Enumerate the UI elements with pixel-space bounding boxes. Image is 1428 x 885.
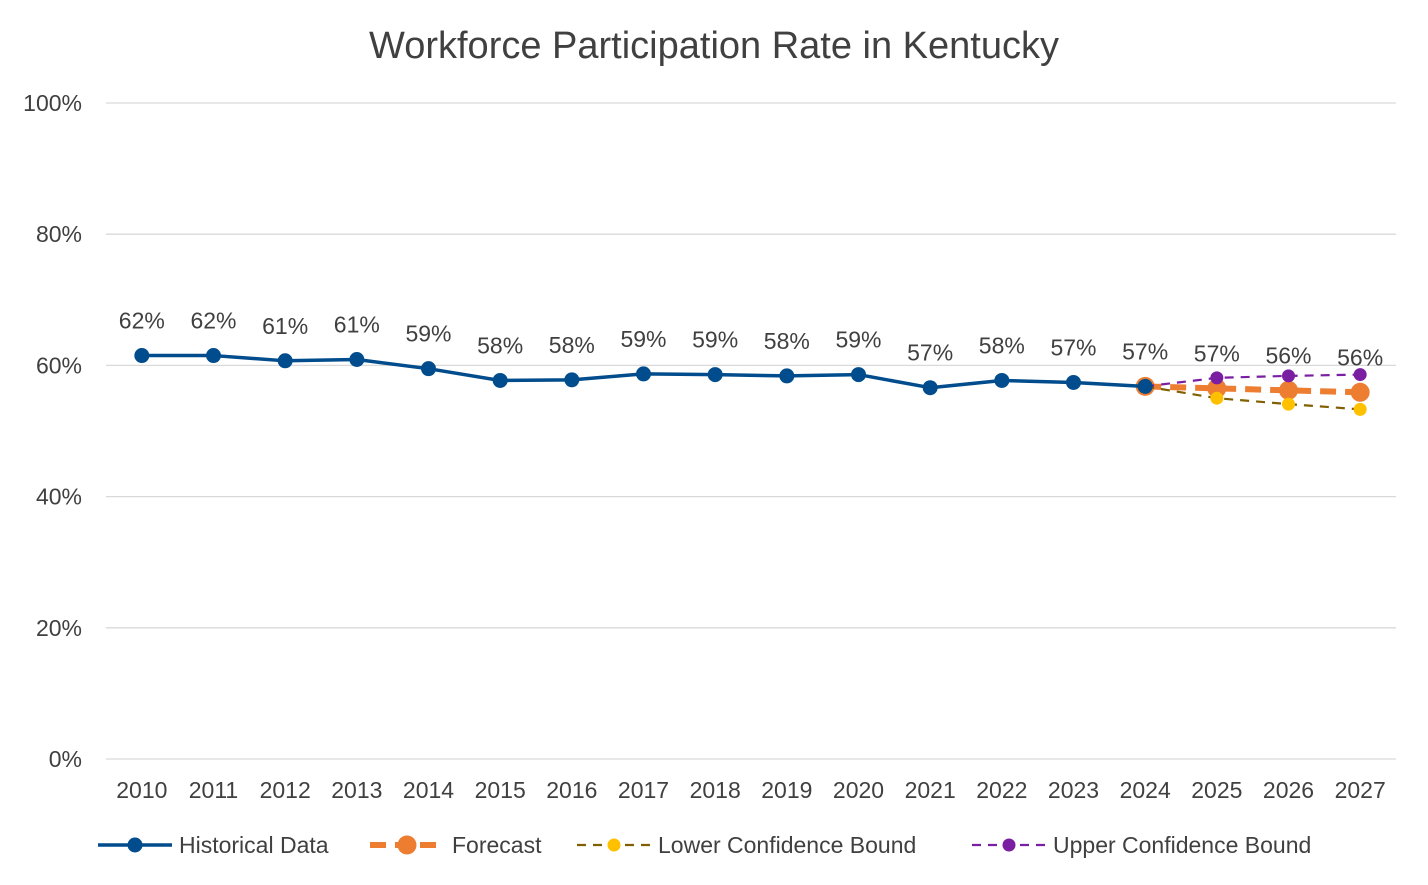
series-upper-confidence-bound — [1138, 368, 1367, 393]
x-tick-label: 2023 — [1048, 777, 1099, 803]
legend-marker — [1002, 838, 1016, 852]
data-label: 57% — [1194, 340, 1240, 366]
legend-label: Upper Confidence Bound — [1053, 832, 1311, 858]
data-point — [1210, 371, 1224, 385]
data-point — [1282, 369, 1295, 383]
data-point — [1066, 374, 1081, 390]
series-line — [1145, 383, 1361, 396]
x-tick-label: 2012 — [260, 777, 311, 803]
data-label: 59% — [692, 327, 738, 353]
legend-item: Lower Confidence Bound — [577, 832, 916, 858]
legend: Historical Data Forecast Lower Confidence … — [98, 832, 1311, 858]
data-point — [1137, 378, 1153, 394]
data-point — [1279, 380, 1298, 400]
data-point — [277, 353, 293, 369]
data-label: 61% — [262, 313, 308, 339]
data-point — [134, 348, 150, 364]
data-point — [1353, 368, 1367, 382]
data-point — [1353, 402, 1367, 416]
data-point — [1282, 397, 1295, 411]
data-point — [206, 348, 221, 364]
data-point — [851, 367, 866, 383]
x-tick-label: 2019 — [761, 777, 812, 803]
data-label: 57% — [907, 340, 953, 366]
data-point — [707, 367, 723, 383]
data-label: 57% — [1122, 338, 1168, 364]
data-point — [636, 366, 651, 382]
y-tick-label: 40% — [36, 484, 82, 510]
data-label: 62% — [190, 308, 236, 334]
data-point — [1210, 391, 1224, 405]
x-tick-label: 2013 — [331, 777, 382, 803]
legend-label: Lower Confidence Bound — [658, 832, 916, 858]
data-label: 58% — [979, 332, 1025, 358]
legend-marker — [607, 838, 621, 852]
series-line — [1145, 373, 1361, 388]
legend-item: Upper Confidence Bound — [972, 832, 1311, 858]
x-tick-label: 2018 — [690, 777, 741, 803]
data-label: 56% — [1265, 342, 1311, 368]
x-tick-label: 2022 — [976, 777, 1027, 803]
legend-item: Historical Data — [98, 832, 329, 858]
data-point — [564, 372, 580, 388]
x-tick-label: 2017 — [618, 777, 669, 803]
data-label: 59% — [835, 327, 881, 353]
y-tick-label: 0% — [49, 746, 82, 772]
gridlines — [106, 102, 1396, 760]
data-label: 59% — [620, 326, 666, 352]
x-tick-label: 2025 — [1191, 777, 1242, 803]
x-tick-label: 2010 — [116, 777, 167, 803]
x-tick-label: 2027 — [1335, 777, 1386, 803]
x-tick-label: 2024 — [1120, 777, 1171, 803]
x-tick-label: 2015 — [475, 777, 526, 803]
x-tick-label: 2021 — [905, 777, 956, 803]
x-axis-tick-labels: 2010 2011 2012 2013 2014 2015 2016 2017 2018 2019… — [116, 777, 1386, 803]
data-label: 58% — [477, 332, 523, 358]
data-label: 58% — [764, 328, 810, 354]
data-label: 56% — [1337, 344, 1383, 370]
data-point — [421, 361, 436, 377]
y-tick-label: 60% — [36, 352, 82, 378]
data-point — [349, 351, 365, 367]
x-tick-label: 2014 — [403, 777, 454, 803]
x-tick-label: 2016 — [546, 777, 597, 803]
legend-item: Forecast — [370, 832, 542, 858]
legend-label: Historical Data — [179, 832, 329, 858]
y-tick-label: 100% — [23, 90, 82, 116]
legend-marker — [127, 837, 143, 853]
x-tick-label: 2011 — [189, 777, 238, 803]
y-tick-label: 20% — [36, 615, 82, 641]
y-tick-label: 80% — [36, 221, 82, 247]
data-label: 61% — [334, 311, 380, 337]
legend-label: Forecast — [452, 832, 542, 858]
y-axis-tick-labels: 0% 20% 40% 60% 80% 100% — [23, 90, 82, 772]
data-point — [1350, 382, 1370, 402]
data-point — [779, 368, 795, 384]
x-tick-label: 2026 — [1263, 777, 1314, 803]
legend-marker — [397, 835, 417, 855]
series-forecast — [1135, 376, 1370, 402]
data-label: 59% — [405, 321, 451, 347]
series-historical-data — [134, 348, 1153, 396]
data-label: 57% — [1050, 334, 1096, 360]
data-point — [492, 372, 508, 388]
data-labels: 62% 62% 61% 61% 59% 58% 58% 59% 59% 58% 59% 57% 58% 5… — [119, 308, 1383, 371]
data-label: 58% — [549, 332, 595, 358]
x-tick-label: 2020 — [833, 777, 884, 803]
data-point — [1207, 378, 1227, 398]
series-lines — [134, 348, 1370, 416]
data-point — [994, 372, 1010, 388]
chart-title: Workforce Participation Rate in Kentucky — [369, 25, 1059, 67]
data-label: 62% — [119, 308, 165, 334]
series-line — [1144, 385, 1361, 411]
data-point — [922, 380, 938, 396]
